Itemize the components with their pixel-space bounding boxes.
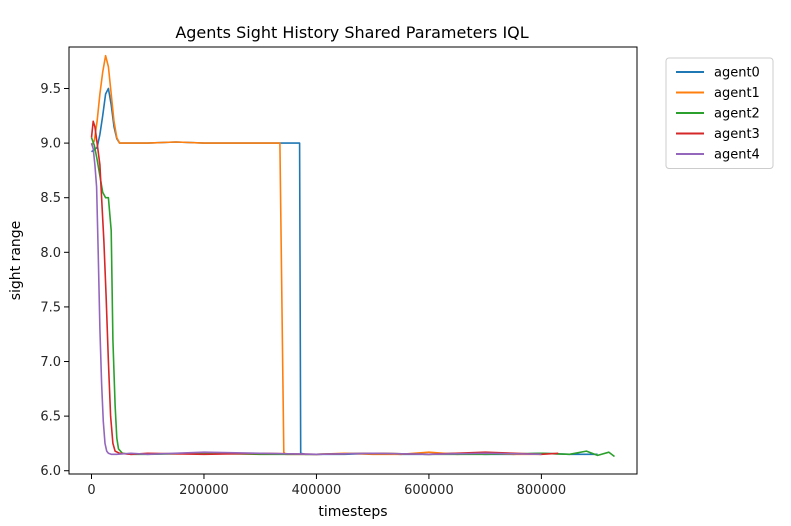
legend-label: agent1 <box>714 86 760 101</box>
y-tick-label: 7.0 <box>40 355 61 370</box>
y-tick-label: 9.0 <box>40 137 61 152</box>
x-axis: 0 200000 400000 600000 800000 <box>87 474 566 498</box>
legend-label: agent0 <box>714 66 760 81</box>
series-line-agent4 <box>90 142 542 456</box>
legend-label: agent4 <box>714 148 760 163</box>
series-line-agent3 <box>90 120 559 456</box>
y-tick-label: 6.0 <box>40 464 61 479</box>
legend-box <box>665 57 774 169</box>
legend: agent0 agent1 agent2 agent3 agent4 <box>665 57 774 169</box>
y-axis: 6.0 6.5 7.0 7.5 8.0 8.5 9.0 9.5 <box>40 82 69 479</box>
series-line-agent0 <box>91 87 598 456</box>
series-layer <box>90 54 615 458</box>
y-tick-label: 6.5 <box>40 410 61 425</box>
y-tick-label: 8.0 <box>40 246 61 261</box>
series-line-agent2 <box>90 137 615 458</box>
y-axis-label: sight range <box>8 221 24 301</box>
plot-area <box>68 46 638 475</box>
y-tick-label: 8.5 <box>40 191 61 206</box>
plot-frame <box>68 46 638 475</box>
legend-label: agent2 <box>714 107 760 122</box>
series-line-agent1 <box>90 54 542 456</box>
legend-label: agent3 <box>714 127 760 142</box>
y-tick-label: 7.5 <box>40 300 61 315</box>
y-tick-label: 9.5 <box>40 82 61 97</box>
x-tick-label: 400000 <box>292 483 342 498</box>
x-tick-label: 600000 <box>404 483 454 498</box>
x-axis-label: timesteps <box>318 504 387 520</box>
chart-title: Agents Sight History Shared Parameters I… <box>175 23 528 42</box>
x-tick-label: 800000 <box>517 483 567 498</box>
x-tick-label: 200000 <box>179 483 229 498</box>
x-tick-label: 0 <box>87 483 95 498</box>
